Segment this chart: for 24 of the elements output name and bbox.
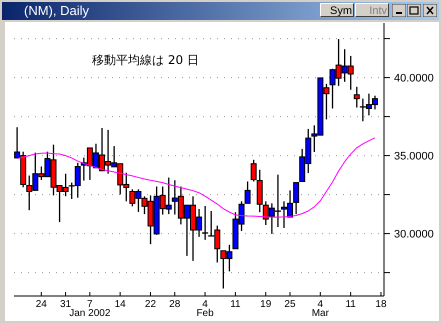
text: Sym	[320, 3, 354, 17]
annotation: 移動平均線は 20 日	[92, 52, 199, 69]
y-tick-label: 35.0000	[394, 150, 434, 163]
x-tick-label: 18	[375, 299, 387, 310]
x-tick-label: 24	[36, 299, 48, 310]
x-tick-label: 11	[230, 299, 242, 310]
x-tick-label: 31	[60, 299, 72, 310]
x-tick-label: 28	[169, 299, 181, 310]
x-tick-label: 4 Mar	[312, 299, 330, 319]
candlestick	[250, 159, 257, 182]
x-tick-label: 4 Feb	[196, 299, 214, 319]
y-tick-label: 30.0000	[394, 228, 434, 241]
y-tick-label: 40.0000	[394, 72, 434, 85]
chart-title: (NM), Daily	[24, 3, 89, 18]
x-tick-label: 19	[260, 299, 272, 310]
candlestick	[293, 182, 300, 215]
x-tick-label: 22	[144, 299, 156, 310]
text: Intv	[355, 3, 389, 17]
candlestick	[244, 180, 251, 204]
x-tick-label: 14	[114, 299, 126, 310]
x-tick-label: 25	[284, 299, 296, 310]
x-tick-label: 7 Jan 2002	[69, 299, 111, 319]
x-tick-label: 11	[345, 299, 356, 310]
candlestick	[354, 86, 360, 108]
